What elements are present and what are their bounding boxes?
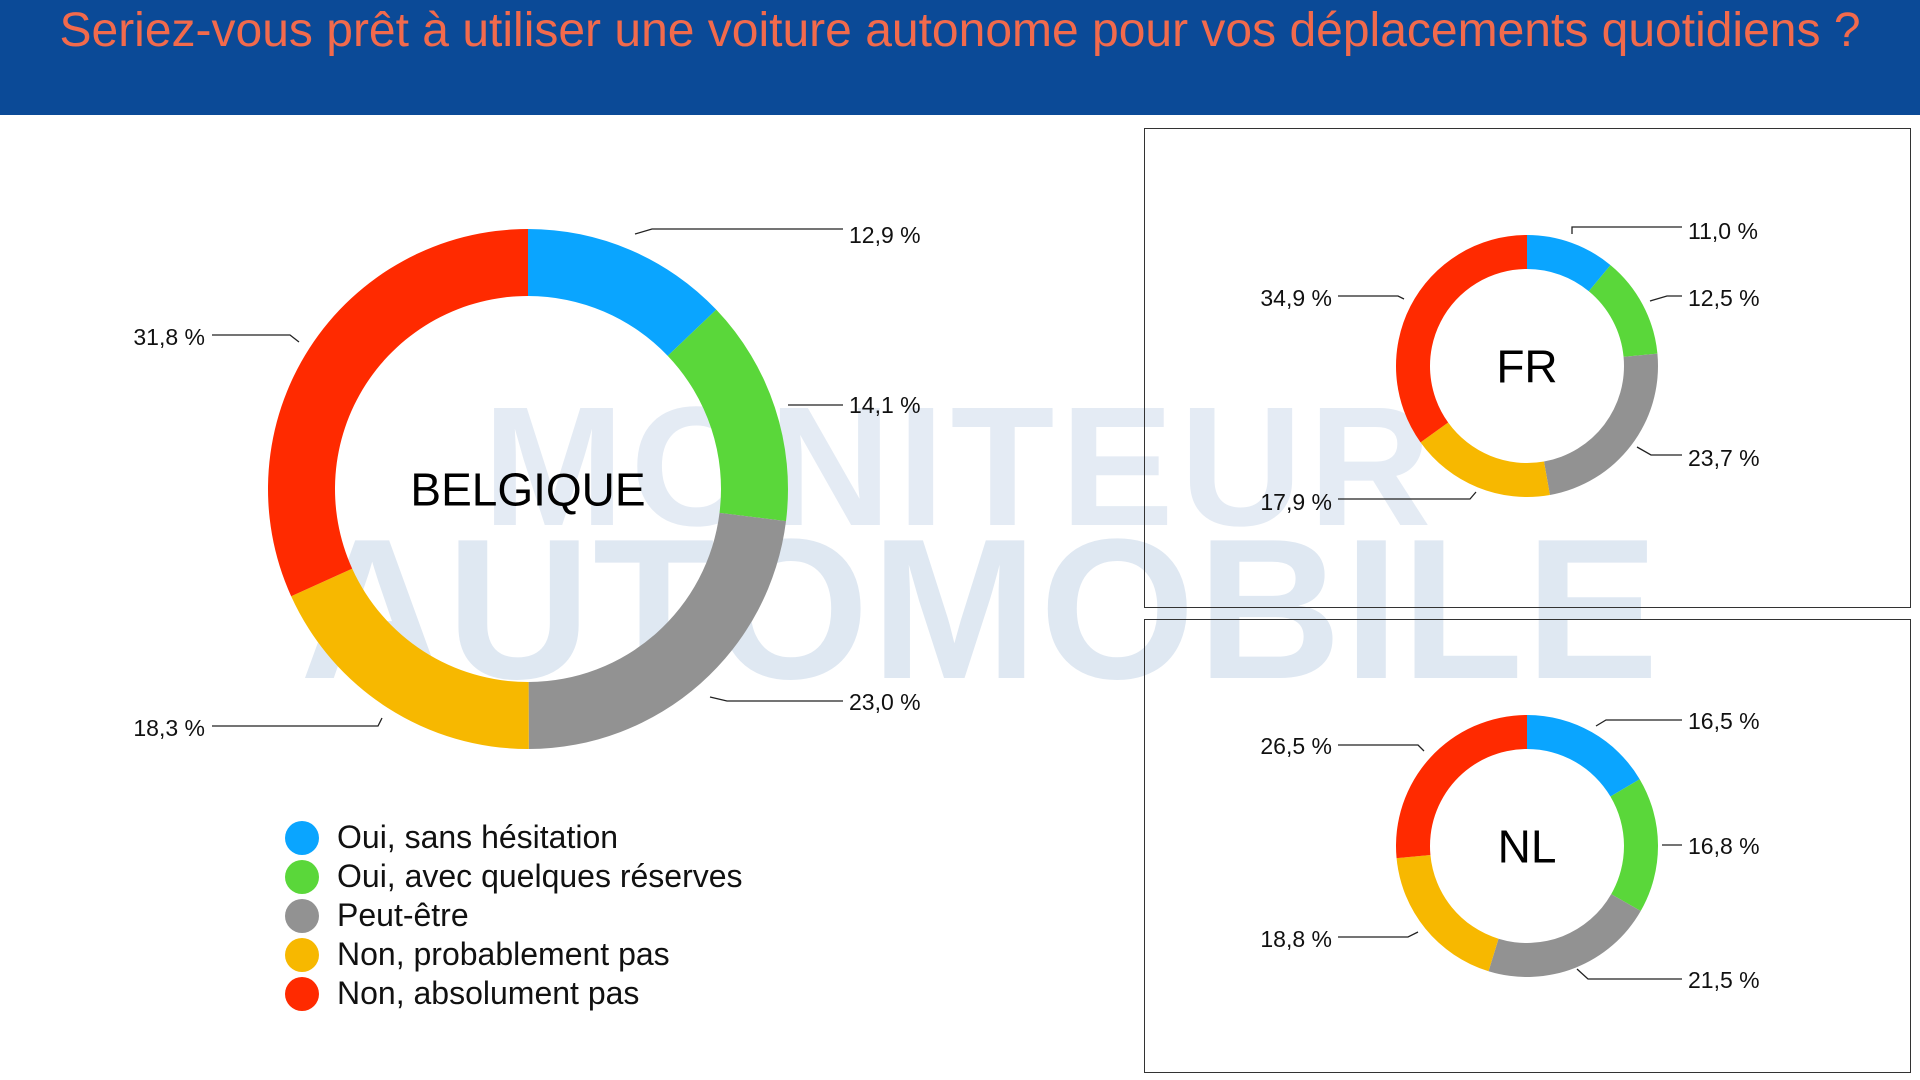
donut-slice xyxy=(1588,265,1658,357)
legend-item-peut-etre: Peut-être xyxy=(285,896,743,935)
data-label: 17,9 % xyxy=(1260,489,1332,515)
leader-line xyxy=(1595,719,1682,727)
data-label: 34,9 % xyxy=(1260,285,1332,311)
data-label: 18,8 % xyxy=(1260,926,1332,952)
donut-slice xyxy=(1610,779,1658,912)
data-label: 14,1 % xyxy=(849,392,921,418)
donut-slice xyxy=(1527,235,1611,292)
data-label: 26,5 % xyxy=(1260,733,1332,759)
donut-center-label: FR xyxy=(1496,341,1557,393)
data-label: 23,7 % xyxy=(1688,445,1760,471)
legend-swatch xyxy=(285,898,319,933)
title-banner: Seriez-vous prêt à utiliser une voiture … xyxy=(0,0,1920,115)
donut-slice xyxy=(528,229,717,356)
legend-swatch xyxy=(285,976,319,1011)
leader-line xyxy=(212,334,300,343)
leader-line xyxy=(634,228,843,235)
leader-line xyxy=(1571,226,1682,234)
leader-line xyxy=(1576,968,1682,980)
donut-slice xyxy=(667,309,788,522)
data-label: 12,9 % xyxy=(849,222,921,248)
leader-line xyxy=(1338,491,1477,500)
leader-line xyxy=(709,696,843,702)
legend-label: Peut-être xyxy=(337,897,469,933)
data-label: 18,3 % xyxy=(133,715,205,741)
donut-slice xyxy=(528,512,787,749)
leader-line xyxy=(1338,295,1405,300)
donut-slice xyxy=(1488,894,1641,977)
donut-slice xyxy=(268,229,528,597)
donut-slice xyxy=(1396,715,1527,859)
donut-slice xyxy=(1543,353,1658,495)
donut-fr: FR 11,0 % 12,5 % 23,7 % 17,9 % 34,9 % xyxy=(1260,218,1759,515)
data-label: 21,5 % xyxy=(1688,967,1760,993)
legend-item-non-absolument-pas: Non, absolument pas xyxy=(285,974,743,1013)
legend-swatch xyxy=(285,937,319,972)
page-title: Seriez-vous prêt à utiliser une voiture … xyxy=(59,4,1861,57)
donut-belgique: BELGIQUE 12,9 % 14,1 % 23,0 % 18,3 % 31,8 % xyxy=(133,222,921,749)
nl-chart-panel xyxy=(1144,619,1911,1073)
legend-label: Oui, sans hésitation xyxy=(337,819,619,855)
data-label: 31,8 % xyxy=(133,324,205,350)
legend-item-non-probablement-pas: Non, probablement pas xyxy=(285,935,743,974)
leader-line xyxy=(1636,446,1682,456)
leader-line xyxy=(212,717,383,727)
legend-item-oui-sans-hesitation: Oui, sans hésitation xyxy=(285,818,743,857)
legend: Oui, sans hésitation Oui, avec quelques … xyxy=(285,818,743,1013)
donut-slice xyxy=(1420,422,1550,497)
donut-slice xyxy=(291,568,529,749)
legend-item-oui-avec-reserves: Oui, avec quelques réserves xyxy=(285,857,743,896)
data-label: 16,8 % xyxy=(1688,833,1760,859)
legend-swatch xyxy=(285,820,319,855)
data-label: 16,5 % xyxy=(1688,708,1760,734)
leader-line xyxy=(1338,931,1419,938)
donut-nl: NL 16,5 % 16,8 % 21,5 % 18,8 % 26,5 % xyxy=(1260,708,1759,993)
leader-line xyxy=(1649,295,1682,302)
donut-slice xyxy=(1527,715,1640,797)
leader-line xyxy=(1338,744,1425,752)
donut-slice xyxy=(1396,854,1499,972)
donut-center-label: BELGIQUE xyxy=(410,464,645,516)
legend-label: Non, probablement pas xyxy=(337,936,670,972)
legend-label: Oui, avec quelques réserves xyxy=(337,858,743,894)
data-label: 11,0 % xyxy=(1688,218,1758,244)
legend-label: Non, absolument pas xyxy=(337,975,640,1011)
data-label: 23,0 % xyxy=(849,689,921,715)
data-label: 12,5 % xyxy=(1688,285,1760,311)
legend-swatch xyxy=(285,859,319,894)
donut-center-label: NL xyxy=(1498,821,1557,873)
fr-chart-panel xyxy=(1144,128,1911,608)
donut-slice xyxy=(1396,235,1527,443)
